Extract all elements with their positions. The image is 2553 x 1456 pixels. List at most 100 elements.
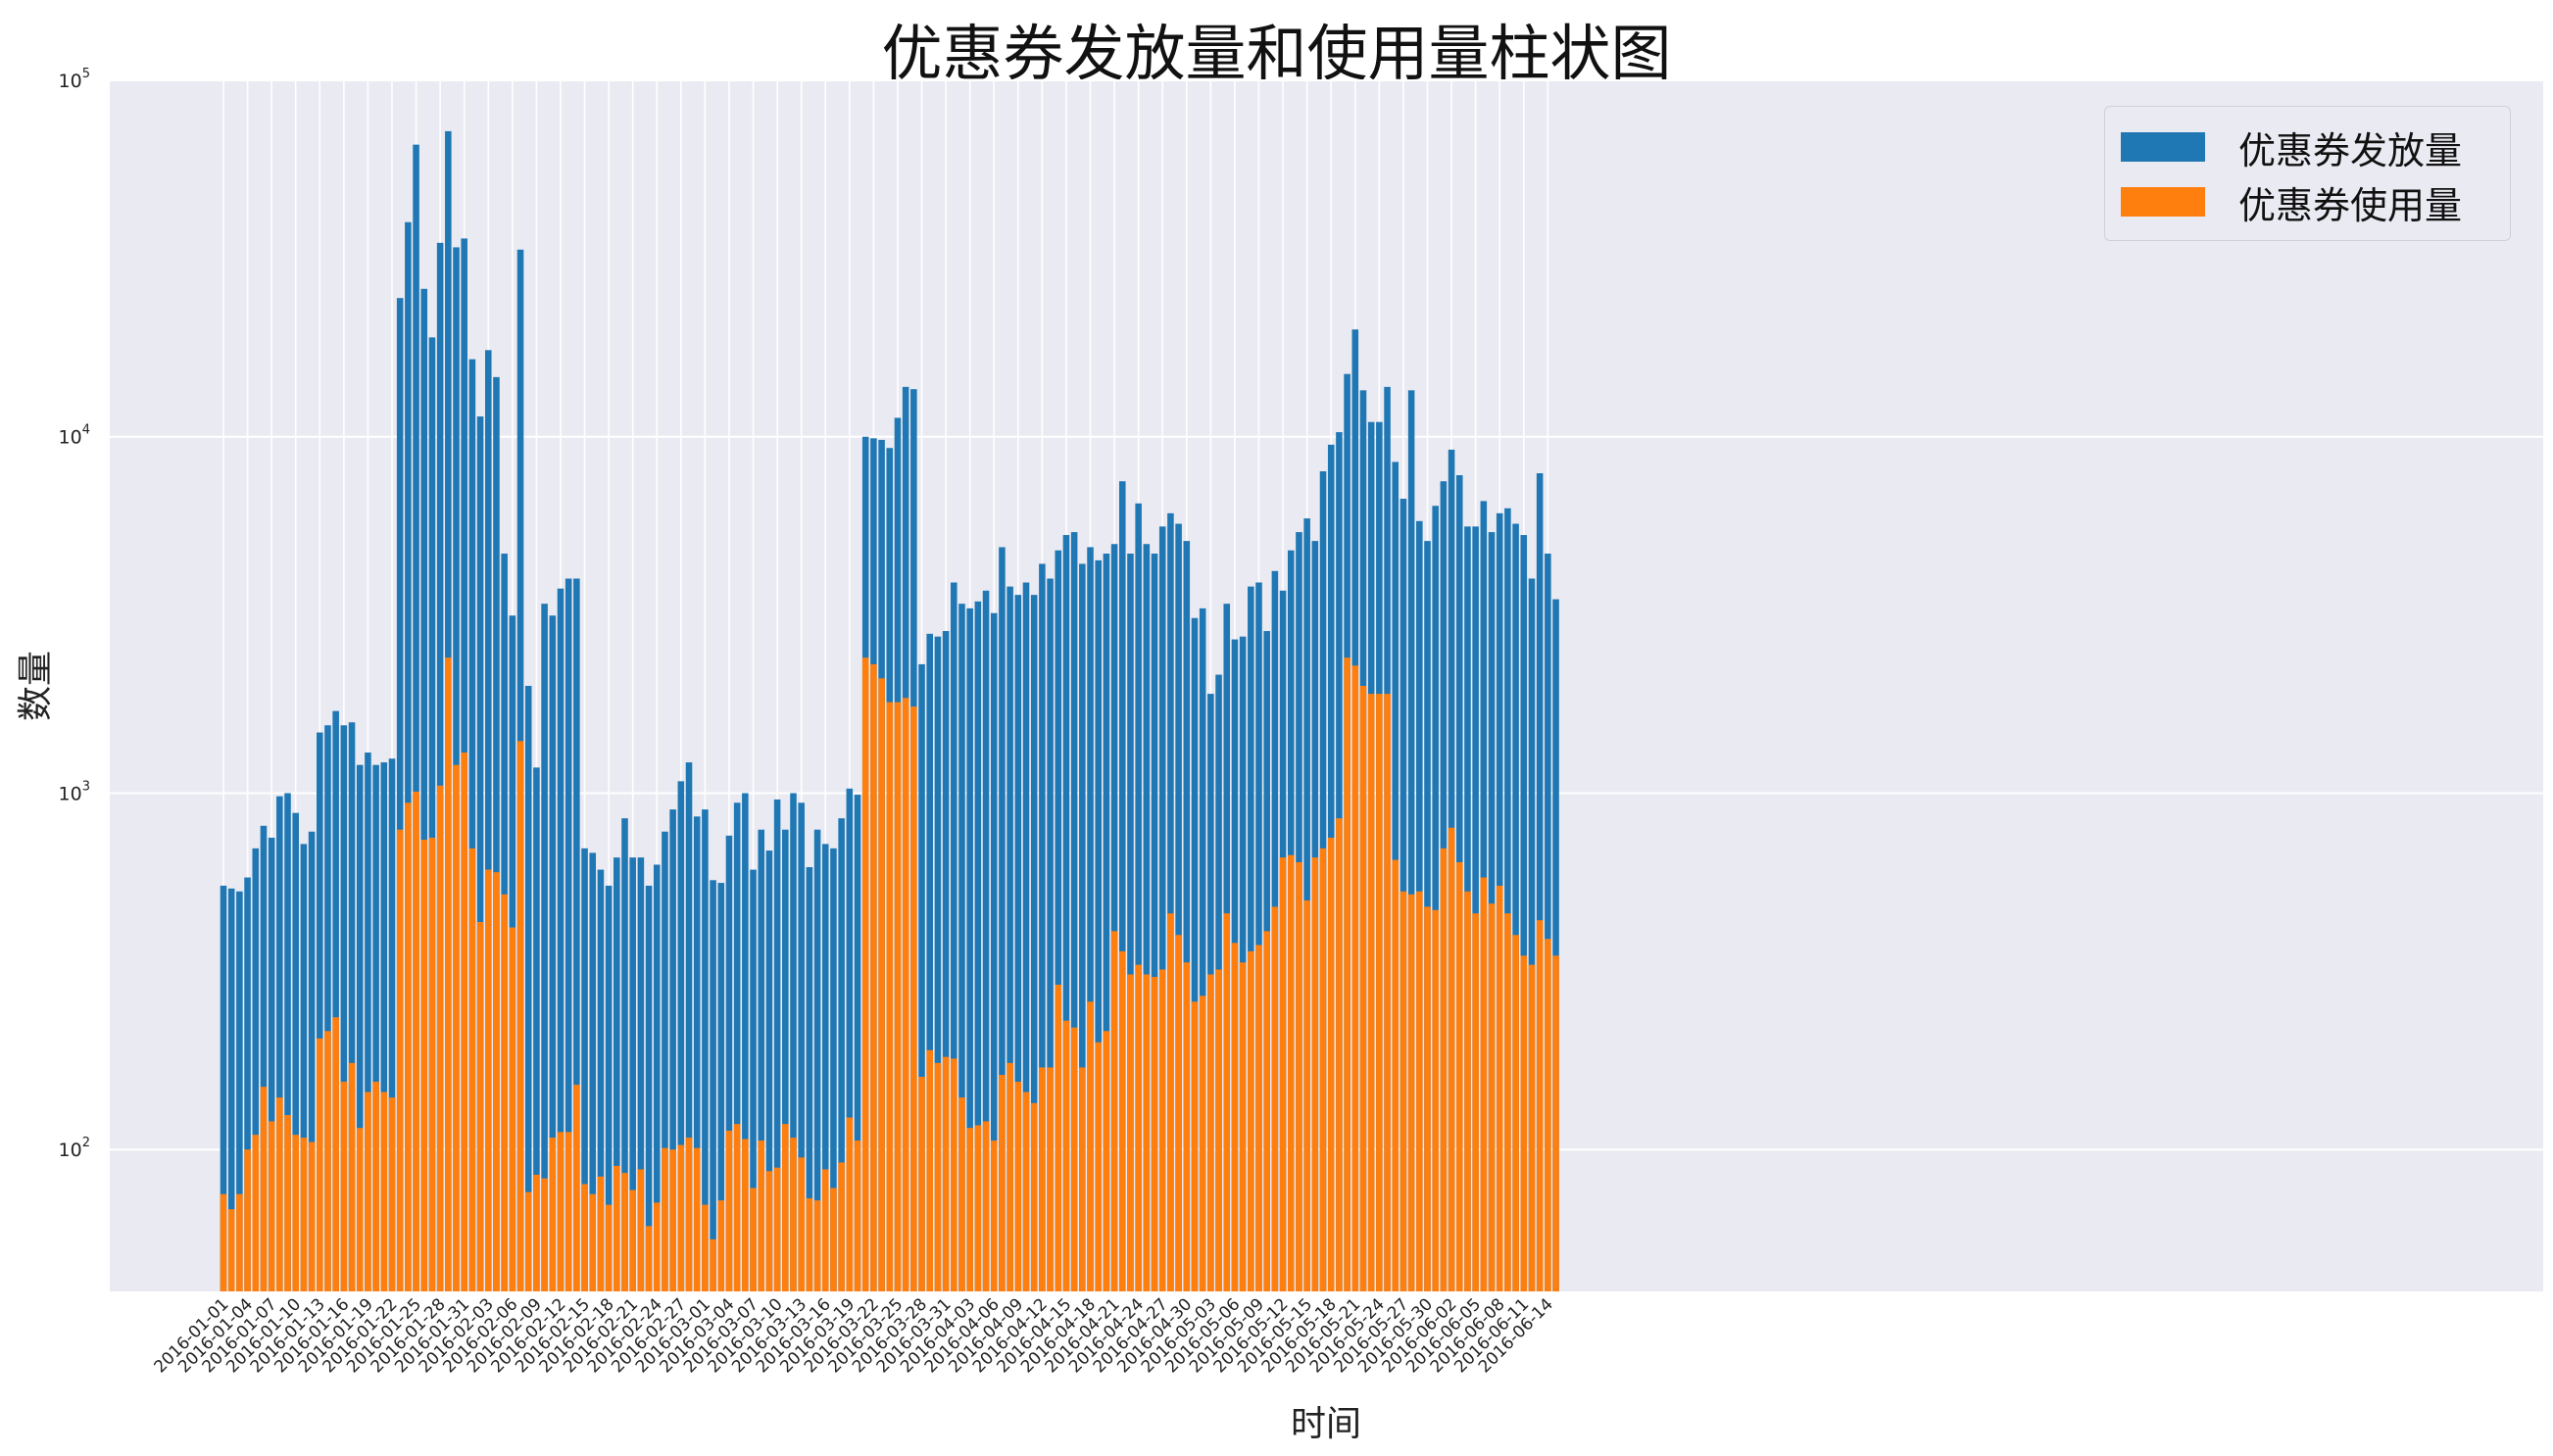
bar-used: [1158, 969, 1166, 1291]
bar-used: [1327, 837, 1335, 1291]
bar-used: [300, 1138, 308, 1291]
bar-issued: [1151, 554, 1158, 1291]
bar-used: [420, 840, 428, 1291]
bar-used: [1496, 885, 1503, 1291]
bar-used: [1175, 935, 1182, 1291]
bar-used: [1512, 935, 1519, 1291]
bar-used: [1552, 955, 1559, 1291]
bar-used: [1191, 1001, 1199, 1291]
bar-issued: [396, 298, 404, 1292]
bar-issued: [565, 578, 572, 1291]
bar-issued: [765, 850, 773, 1291]
bar-used: [1296, 862, 1302, 1291]
bar-issued: [1055, 550, 1062, 1291]
bar-used: [468, 848, 476, 1291]
bar-issued: [244, 877, 251, 1291]
bar-used: [557, 1132, 565, 1291]
bar-used: [685, 1138, 693, 1291]
bar-issued: [758, 829, 765, 1291]
bar-used: [1055, 985, 1062, 1291]
bar-issued: [717, 883, 725, 1291]
bar-used: [782, 1124, 789, 1291]
bar-used: [1231, 943, 1239, 1291]
bar-issued: [227, 888, 235, 1291]
bar-used: [1215, 969, 1222, 1291]
bar-used: [1432, 909, 1439, 1291]
bar-issued: [332, 710, 339, 1291]
bar-used: [1319, 848, 1327, 1291]
bar-used: [1376, 694, 1383, 1291]
bar-used: [942, 1056, 950, 1291]
bar-issued: [798, 802, 805, 1291]
bar-issued: [380, 762, 388, 1291]
bar-issued: [252, 848, 260, 1291]
bar-used: [413, 791, 419, 1291]
bar-used: [365, 1092, 371, 1291]
bar-used: [1455, 862, 1463, 1291]
bar-used: [1536, 920, 1544, 1291]
bar-issued: [340, 725, 348, 1291]
legend-item-issued: 优惠券发放量: [2121, 122, 2462, 172]
bar-used: [1135, 964, 1142, 1291]
bar-issued: [1039, 563, 1046, 1291]
bar-issued: [1512, 523, 1519, 1291]
bar-issued: [942, 631, 950, 1291]
bar-used: [428, 837, 436, 1291]
bar-issued: [934, 636, 942, 1291]
bar-used: [405, 802, 412, 1291]
bar-used: [284, 1114, 291, 1291]
bar-issued: [220, 885, 227, 1291]
bar-used: [614, 1165, 620, 1291]
bar-issued: [1472, 526, 1479, 1291]
bar-issued: [1070, 532, 1078, 1291]
bar-used: [653, 1202, 661, 1291]
bar-used: [308, 1141, 316, 1291]
bar-used: [910, 706, 917, 1291]
legend-swatch-issued: [2121, 132, 2205, 162]
bar-used: [902, 698, 909, 1291]
bar-used: [1039, 1067, 1046, 1291]
bar-used: [813, 1200, 821, 1291]
bar-used: [589, 1193, 597, 1291]
bar-used: [1279, 857, 1287, 1291]
bar-issued: [549, 615, 557, 1291]
bar-issued: [1191, 617, 1199, 1291]
bar-used: [244, 1149, 251, 1291]
bar-used: [573, 1085, 580, 1291]
bar-issued: [1006, 586, 1013, 1291]
bar-issued: [1103, 554, 1110, 1291]
bar-used: [750, 1188, 757, 1291]
bar-used: [1303, 899, 1310, 1291]
y-axis-label: 数量: [16, 651, 56, 721]
bar-issued: [974, 601, 982, 1291]
bar-used: [484, 869, 492, 1291]
bar-used: [461, 752, 467, 1291]
bar-issued: [1183, 541, 1191, 1291]
bar-used: [846, 1117, 854, 1291]
bar-used: [1103, 1031, 1110, 1291]
bar-issued: [1143, 544, 1151, 1291]
bar-used: [1207, 974, 1214, 1291]
legend-item-used: 优惠券使用量: [2121, 177, 2462, 227]
bar-used: [990, 1141, 998, 1291]
bar-issued: [821, 844, 829, 1291]
bar-issued: [388, 758, 396, 1291]
bar-issued: [966, 607, 973, 1291]
series-used-bars: [220, 657, 1559, 1291]
bar-issued: [1030, 595, 1038, 1291]
bar-issued: [1407, 390, 1415, 1291]
bar-issued: [372, 764, 379, 1291]
bar-issued: [790, 793, 797, 1291]
bar-used: [1271, 906, 1279, 1291]
bar-used: [1167, 913, 1174, 1291]
bar-used: [1119, 950, 1126, 1291]
bar-issued: [292, 812, 299, 1291]
bar-issued: [725, 835, 733, 1291]
bar-used: [854, 1141, 861, 1291]
bar-issued: [838, 818, 845, 1291]
bar-issued: [1014, 595, 1022, 1291]
bar-used: [717, 1200, 725, 1291]
bar-issued: [990, 612, 998, 1291]
bar-issued: [1248, 586, 1254, 1291]
bar-used: [1006, 1062, 1013, 1291]
